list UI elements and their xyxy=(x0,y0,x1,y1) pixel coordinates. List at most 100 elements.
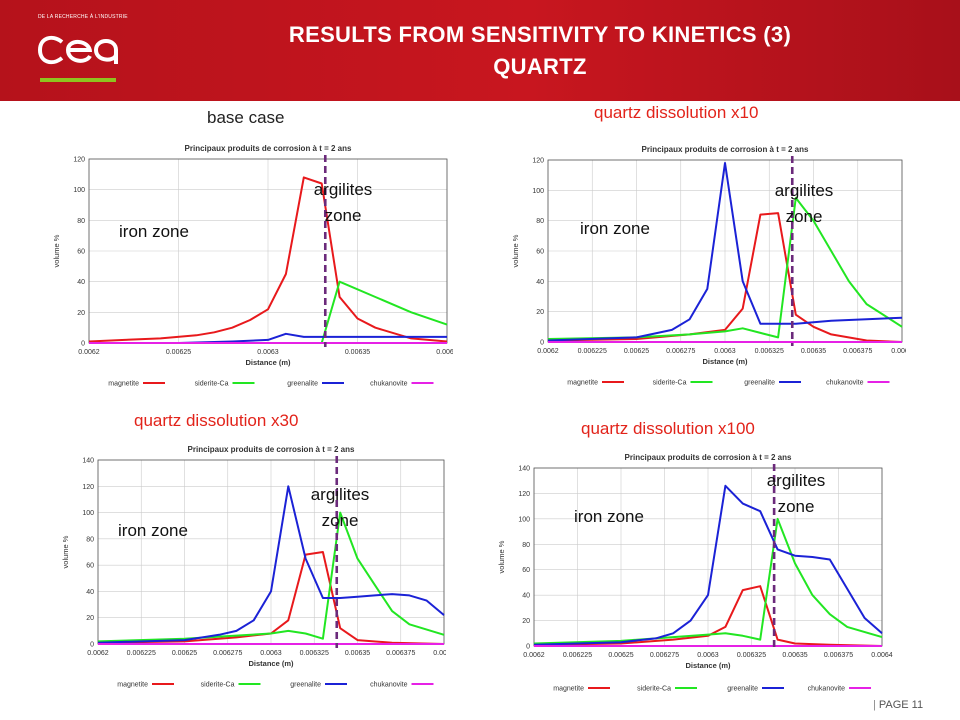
argilites-zone-label-line1: argilites xyxy=(314,180,373,199)
chart-panel-x10: Principaux produits de corrosion à t = 2… xyxy=(508,132,906,394)
x-tick-label: 0.0062 xyxy=(78,349,100,356)
iron-zone-label: iron zone xyxy=(118,521,188,540)
iron-zone-label: iron zone xyxy=(574,507,644,526)
slide-title-line1: RESULTS FROM SENSITIVITY TO KINETICS (3) xyxy=(288,22,792,47)
legend-label-siderite-ca: siderite-Ca xyxy=(637,686,671,693)
y-axis-label: volume % xyxy=(511,234,520,267)
x-tick-label: 0.006325 xyxy=(737,652,766,659)
chart-label-x30: quartz dissolution x30 xyxy=(134,411,299,430)
series-line-greenalite xyxy=(533,484,883,646)
slide-title-line2: QUARTZ xyxy=(493,54,587,79)
series-line-greenalite xyxy=(97,485,445,644)
y-tick-label: 80 xyxy=(86,536,94,543)
x-tick-label: 0.0064 xyxy=(436,349,453,356)
legend-label-magnetite: magnetite xyxy=(117,682,148,689)
page-separator: | xyxy=(873,699,876,711)
x-tick-label: 0.006225 xyxy=(578,348,607,355)
y-tick-label: 40 xyxy=(536,279,544,286)
iron-zone-label: iron zone xyxy=(580,219,650,238)
y-tick-label: 40 xyxy=(522,593,530,600)
y-tick-label: 0 xyxy=(526,644,530,651)
y-tick-label: 120 xyxy=(518,491,530,498)
argilites-zone-label-line2: zone xyxy=(325,206,362,225)
x-tick-label: 0.00625 xyxy=(166,349,191,356)
x-tick-label: 0.0062 xyxy=(87,650,109,657)
y-tick-label: 20 xyxy=(86,615,94,622)
x-tick-label: 0.00635 xyxy=(345,349,370,356)
x-tick-label: 0.006325 xyxy=(300,650,329,657)
chart-panel-x100: Principaux produits de corrosion à t = 2… xyxy=(496,436,898,700)
page-footer: | PAGE 11 xyxy=(873,699,923,711)
legend-label-magnetite: magnetite xyxy=(108,381,139,388)
legend-label-chukanovite: chukanovite xyxy=(370,682,407,689)
x-tick-label: 0.0062 xyxy=(523,652,545,659)
logo-tagline: DE LA RECHERCHE À L'INDUSTRIE xyxy=(38,14,128,20)
legend-label-chukanovite: chukanovite xyxy=(808,686,845,693)
x-tick-label: 0.006375 xyxy=(386,650,415,657)
y-tick-label: 80 xyxy=(536,218,544,225)
x-tick-label: 0.006275 xyxy=(666,348,695,355)
x-tick-label: 0.0062 xyxy=(537,348,559,355)
y-tick-label: 140 xyxy=(518,466,530,473)
chart-panel-x30: Principaux produits de corrosion à t = 2… xyxy=(58,436,446,696)
chart-label-x10: quartz dissolution x10 xyxy=(594,103,759,122)
x-tick-label: 0.0063 xyxy=(257,349,279,356)
y-axis-label: volume % xyxy=(52,234,61,267)
chart-label-base-case: base case xyxy=(207,108,285,127)
chart-svg: Principaux produits de corrosion à t = 2… xyxy=(52,144,453,388)
legend-label-siderite-ca: siderite-Ca xyxy=(195,381,229,388)
x-tick-label: 0.006375 xyxy=(824,652,853,659)
x-tick-label: 0.00635 xyxy=(782,652,807,659)
legend-label-chukanovite: chukanovite xyxy=(826,380,863,387)
legend-label-greenalite: greenalite xyxy=(744,380,775,387)
chart-title: Principaux produits de corrosion à t = 2… xyxy=(188,445,355,454)
slide-header: DE LA RECHERCHE À L'INDUSTRIE RESULTS FR… xyxy=(0,0,960,101)
x-tick-label: 0.0063 xyxy=(260,650,282,657)
y-tick-label: 100 xyxy=(82,510,94,517)
x-axis-label: Distance (m) xyxy=(702,357,748,366)
x-tick-label: 0.0064 xyxy=(433,650,446,657)
cea-logo-mark xyxy=(38,35,118,82)
y-tick-label: 100 xyxy=(518,516,530,523)
y-tick-label: 80 xyxy=(522,542,530,549)
argilites-zone-label-line1: argilites xyxy=(775,181,834,200)
chart-svg: Principaux produits de corrosion à t = 2… xyxy=(61,445,446,689)
x-tick-label: 0.0064 xyxy=(891,348,906,355)
y-tick-label: 120 xyxy=(532,158,544,165)
y-tick-label: 140 xyxy=(82,458,94,465)
argilites-zone-label-line2: zone xyxy=(322,511,359,530)
legend-label-magnetite: magnetite xyxy=(553,686,584,693)
x-tick-label: 0.00625 xyxy=(172,650,197,657)
series-line-siderite-ca xyxy=(533,517,883,645)
iron-zone-label: iron zone xyxy=(119,222,189,241)
y-tick-label: 20 xyxy=(77,310,85,317)
argilites-zone-label-line1: argilites xyxy=(311,485,370,504)
argilites-zone-label-line2: zone xyxy=(778,497,815,516)
legend-label-magnetite: magnetite xyxy=(567,380,598,387)
y-tick-label: 20 xyxy=(522,618,530,625)
legend-label-siderite-ca: siderite-Ca xyxy=(201,682,235,689)
y-tick-label: 60 xyxy=(86,563,94,570)
x-tick-label: 0.00625 xyxy=(608,652,633,659)
y-tick-label: 60 xyxy=(536,249,544,256)
series-line-magnetite xyxy=(88,176,448,343)
argilites-zone-label-line1: argilites xyxy=(767,471,826,490)
series-line-greenalite xyxy=(547,162,903,342)
y-tick-label: 120 xyxy=(73,157,85,164)
y-tick-label: 0 xyxy=(90,642,94,649)
x-tick-label: 0.0063 xyxy=(697,652,719,659)
x-tick-label: 0.006275 xyxy=(650,652,679,659)
series-line-magnetite xyxy=(533,585,883,647)
chart-panel-base-case: Principaux produits de corrosion à t = 2… xyxy=(35,133,453,395)
y-tick-label: 60 xyxy=(77,249,85,256)
x-tick-label: 0.006275 xyxy=(213,650,242,657)
chart-title: Principaux produits de corrosion à t = 2… xyxy=(642,145,809,154)
y-tick-label: 20 xyxy=(536,309,544,316)
x-tick-label: 0.0063 xyxy=(714,348,736,355)
x-tick-label: 0.00635 xyxy=(345,650,370,657)
y-axis-label: volume % xyxy=(61,535,70,568)
y-tick-label: 100 xyxy=(73,187,85,194)
x-tick-label: 0.0064 xyxy=(871,652,893,659)
page-number: PAGE 11 xyxy=(878,699,924,711)
x-tick-label: 0.006225 xyxy=(563,652,592,659)
